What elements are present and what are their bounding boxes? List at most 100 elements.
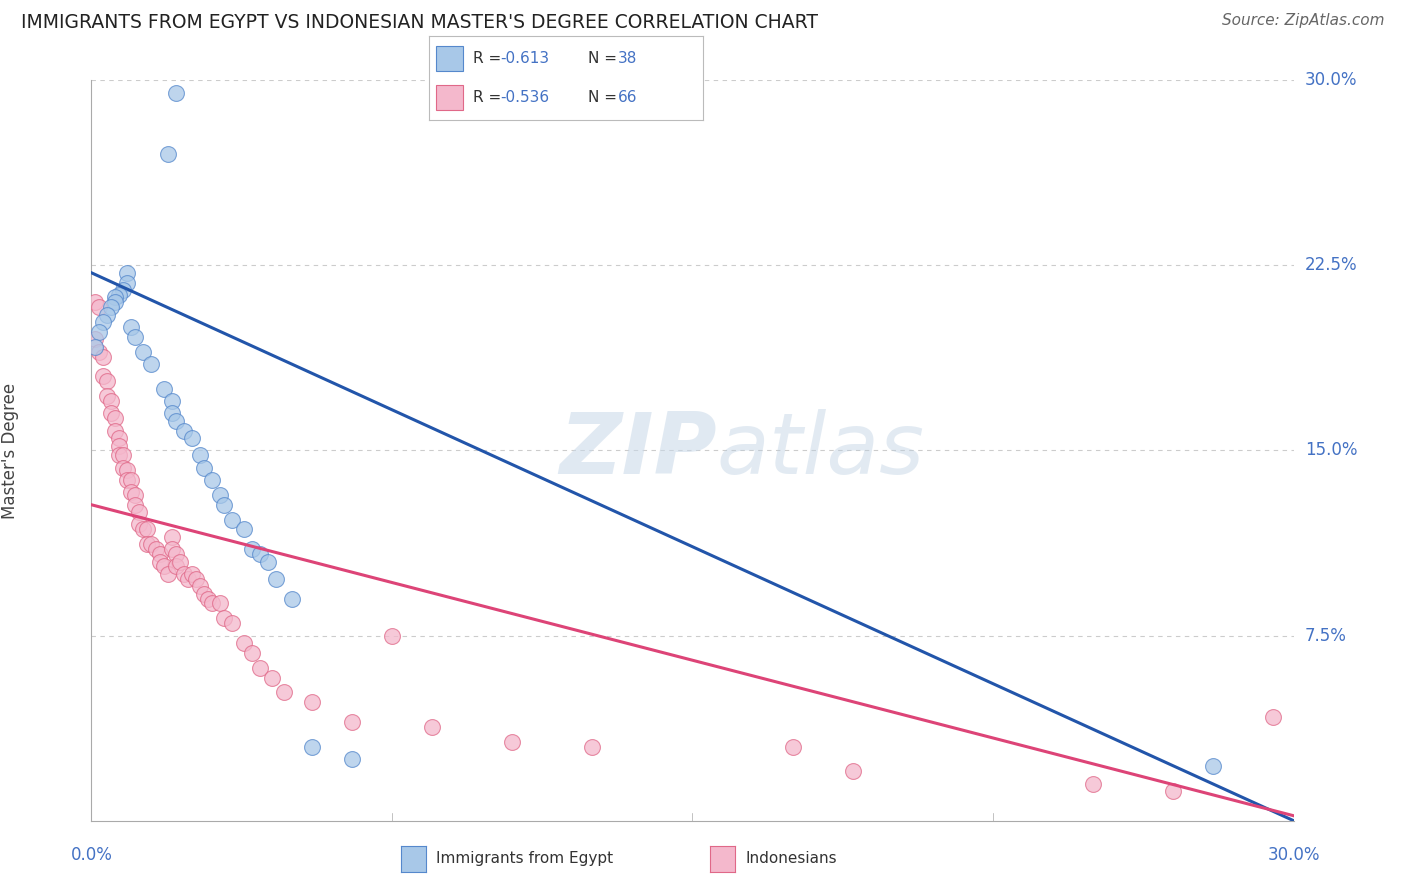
Text: atlas: atlas	[717, 409, 925, 492]
Text: 0.0%: 0.0%	[70, 846, 112, 863]
Point	[128, 517, 150, 532]
Point	[89, 325, 111, 339]
Point	[193, 586, 215, 600]
Point	[104, 411, 127, 425]
Point	[240, 646, 263, 660]
Point	[141, 537, 163, 551]
Point	[136, 537, 159, 551]
Text: 66: 66	[619, 90, 637, 105]
Point	[173, 424, 195, 438]
Point	[93, 350, 115, 364]
Point	[145, 542, 167, 557]
Text: N =: N =	[588, 90, 621, 105]
Point	[141, 357, 163, 371]
Text: 38: 38	[619, 51, 637, 66]
Point	[100, 301, 122, 315]
Point	[232, 636, 254, 650]
Text: N =: N =	[588, 51, 621, 66]
Point	[117, 463, 139, 477]
Point	[232, 523, 254, 537]
Point	[121, 320, 143, 334]
Text: R =: R =	[472, 51, 506, 66]
Point	[340, 752, 363, 766]
Point	[148, 554, 170, 569]
Point	[340, 714, 363, 729]
Point	[165, 414, 187, 428]
Point	[188, 449, 211, 463]
Point	[273, 685, 295, 699]
Point	[782, 739, 804, 754]
Point	[281, 591, 304, 606]
Point	[301, 695, 323, 709]
Point	[104, 295, 127, 310]
Text: Indonesians: Indonesians	[745, 852, 837, 866]
Point	[581, 739, 603, 754]
Point	[169, 554, 191, 569]
Point	[84, 340, 107, 354]
Point	[264, 572, 287, 586]
Point	[124, 330, 146, 344]
Point	[212, 611, 235, 625]
Text: R =: R =	[472, 90, 506, 105]
Point	[108, 288, 131, 302]
Point	[156, 147, 179, 161]
Point	[173, 566, 195, 581]
Point	[117, 266, 139, 280]
Point	[136, 523, 159, 537]
Point	[121, 485, 143, 500]
Point	[249, 547, 271, 561]
Point	[193, 460, 215, 475]
Text: ZIP: ZIP	[558, 409, 717, 492]
Point	[100, 394, 122, 409]
Point	[121, 473, 143, 487]
Text: Immigrants from Egypt: Immigrants from Egypt	[436, 852, 613, 866]
Point	[128, 505, 150, 519]
Point	[180, 566, 202, 581]
Point	[201, 597, 224, 611]
Text: -0.613: -0.613	[501, 51, 550, 66]
Point	[221, 616, 243, 631]
Text: 22.5%: 22.5%	[1305, 256, 1357, 275]
Point	[1263, 710, 1285, 724]
Point	[112, 449, 135, 463]
Point	[160, 542, 183, 557]
Text: Master's Degree: Master's Degree	[0, 383, 18, 518]
Point	[180, 431, 202, 445]
Text: Source: ZipAtlas.com: Source: ZipAtlas.com	[1222, 13, 1385, 29]
Bar	[436, 85, 463, 111]
Point	[212, 498, 235, 512]
Point	[93, 369, 115, 384]
Text: 30.0%: 30.0%	[1267, 846, 1320, 863]
Point	[89, 344, 111, 359]
Text: 30.0%: 30.0%	[1305, 71, 1357, 89]
Point	[208, 597, 231, 611]
Point	[1163, 784, 1185, 798]
Point	[112, 460, 135, 475]
Point	[84, 333, 107, 347]
Point	[160, 530, 183, 544]
Point	[841, 764, 863, 779]
Point	[96, 308, 118, 322]
Point	[152, 559, 174, 574]
Point	[104, 290, 127, 304]
Point	[160, 394, 183, 409]
Point	[108, 449, 131, 463]
Point	[148, 547, 170, 561]
Point	[381, 628, 404, 642]
Point	[165, 547, 187, 561]
Point	[501, 734, 523, 748]
Point	[201, 473, 224, 487]
Point	[152, 382, 174, 396]
Point	[184, 572, 207, 586]
Point	[176, 572, 198, 586]
Point	[117, 276, 139, 290]
Point	[156, 566, 179, 581]
Point	[1083, 776, 1105, 791]
Point	[93, 315, 115, 329]
Point	[420, 720, 443, 734]
Point	[301, 739, 323, 754]
Point	[1202, 759, 1225, 773]
Point	[132, 523, 155, 537]
Point	[108, 438, 131, 452]
Point	[117, 473, 139, 487]
